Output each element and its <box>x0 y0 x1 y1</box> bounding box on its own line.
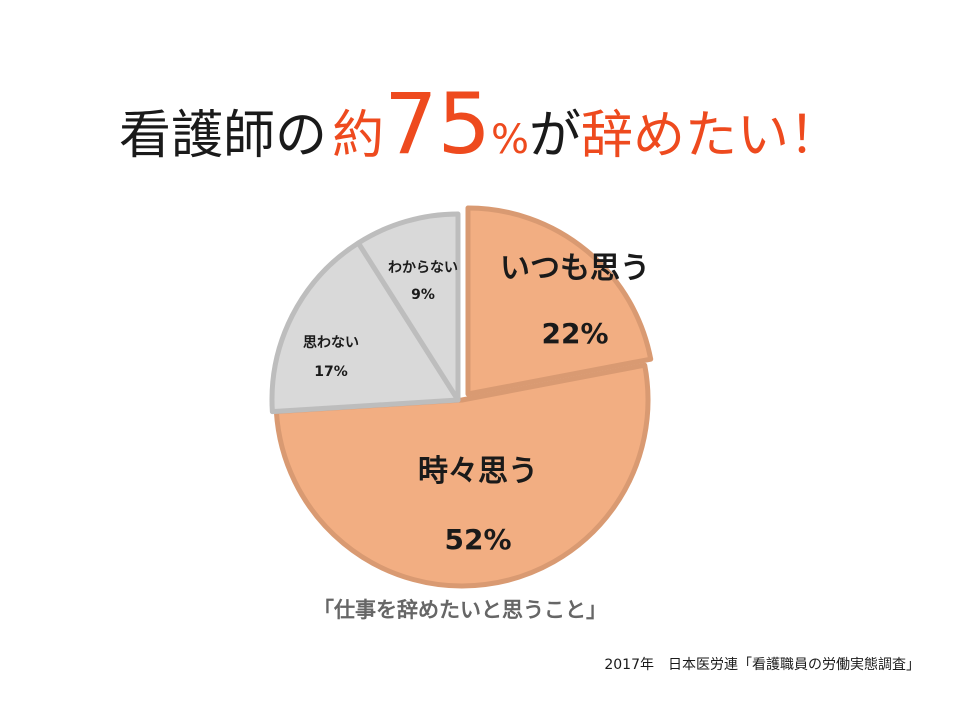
slice-label-unknown: わからない <box>388 260 458 276</box>
pie-slice-unknown <box>355 211 461 403</box>
headline-number: 75 <box>384 75 491 173</box>
headline-part2: 約 <box>332 106 385 166</box>
headline-part5: が <box>529 106 582 166</box>
headline-percent: % <box>490 117 529 163</box>
pie-slice-never <box>269 240 461 415</box>
slice-label-never: 思わない <box>303 335 359 351</box>
pie-slice-always <box>465 205 654 397</box>
headline-part1: 看護師の <box>118 106 327 166</box>
slice-value-always: 22% <box>541 317 608 350</box>
slice-value-unknown: 9% <box>411 287 435 303</box>
headline-part6: 辞めたい！ <box>581 106 842 166</box>
slice-label-sometimes: 時々思う <box>418 454 538 489</box>
chart-caption: 「仕事を辞めたいと思うこと」 <box>313 598 607 622</box>
pie-slice-sometimes <box>273 362 651 589</box>
slice-value-never: 17% <box>314 364 348 380</box>
source-note: 2017年 日本医労連「看護職員の労働実態調査」 <box>604 657 920 673</box>
slice-value-sometimes: 52% <box>444 523 511 556</box>
slice-label-always: いつも思う <box>500 251 650 286</box>
headline: 看護師の 約75%が辞めたい！ <box>0 82 960 166</box>
